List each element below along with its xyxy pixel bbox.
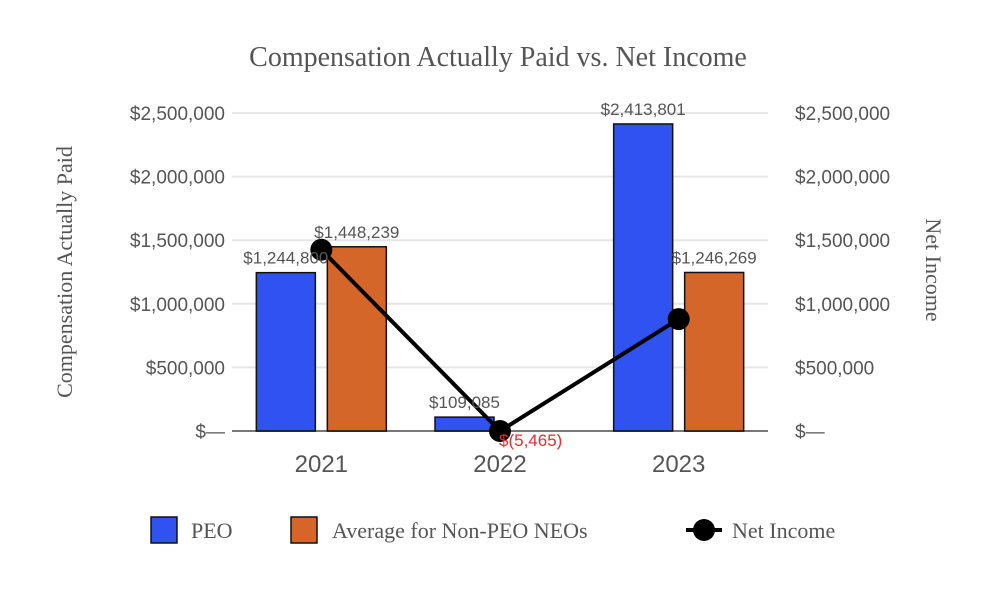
bar-data-label: $1,244,800 <box>243 249 328 268</box>
bar-average-for-non-peo-neos-2023 <box>683 271 745 432</box>
net-income-point-2023 <box>667 308 690 331</box>
legend-label-peo: PEO <box>191 518 233 543</box>
legend-swatch-non-peo <box>290 516 318 544</box>
bar-data-label: $1,246,269 <box>672 248 757 267</box>
y2-axis-label: Net Income <box>921 218 946 321</box>
y-tick-label: $— <box>195 422 225 443</box>
net-income-point-2022 <box>489 420 511 442</box>
legend-marker-net-income <box>693 519 715 541</box>
net-income-point-2021 <box>310 238 333 261</box>
y2-tick-label: $1,500,000 <box>795 231 890 252</box>
x-tick-label: 2022 <box>473 451 526 478</box>
bar-data-label: $109,085 <box>429 393 500 412</box>
bar-data-label: $1,448,239 <box>314 223 399 242</box>
y2-tick-label: $1,000,000 <box>795 295 890 316</box>
x-tick-label: 2023 <box>652 451 705 478</box>
legend-label-non-peo: Average for Non-PEO NEOs <box>332 518 588 543</box>
bar-peo-2023 <box>612 123 674 432</box>
net-income-data-label: $(5,465) <box>499 431 562 450</box>
y-tick-label: $2,500,000 <box>130 104 225 125</box>
y2-tick-label: $2,000,000 <box>795 168 890 189</box>
legend: PEO Average for Non-PEO NEOs Net Income <box>150 516 835 544</box>
legend-swatch-peo <box>150 516 178 544</box>
x-tick-label: 2021 <box>295 451 348 478</box>
y2-tick-label: $— <box>795 422 825 443</box>
y-tick-label: $1,000,000 <box>130 295 225 316</box>
y-tick-label: $1,500,000 <box>130 231 225 252</box>
bar-peo-2021 <box>255 271 317 432</box>
y-axis-label: Compensation Actually Paid <box>52 146 77 398</box>
bar-data-label: $2,413,801 <box>601 100 686 119</box>
y2-tick-label: $500,000 <box>795 358 874 379</box>
bar-peo-2022 <box>434 416 495 432</box>
y2-tick-label: $2,500,000 <box>795 104 890 125</box>
chart-title: Compensation Actually Paid vs. Net Incom… <box>249 42 747 73</box>
y-tick-label: $2,000,000 <box>130 168 225 189</box>
y-tick-label: $500,000 <box>146 358 225 379</box>
legend-label-net-income: Net Income <box>732 518 835 543</box>
bar-average-for-non-peo-neos-2021 <box>326 246 388 432</box>
